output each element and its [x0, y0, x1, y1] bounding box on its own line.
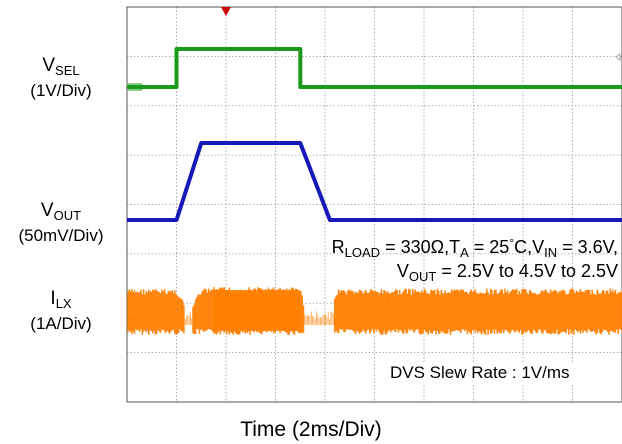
- ilx-trace: [127, 287, 622, 335]
- right-edge-marker: [615, 53, 621, 61]
- channel-label-ilx: ILX (1A/Div): [0, 289, 122, 334]
- vout-sub: OUT: [53, 208, 82, 223]
- vsel-scale: (1V/Div): [30, 81, 92, 100]
- vout-scale: (50mV/Div): [18, 226, 104, 245]
- ilx-name: I: [50, 288, 56, 309]
- vsel-trace: [127, 47, 622, 89]
- slew-rate-label: DVS Slew Rate : 1V/ms: [386, 362, 574, 384]
- plot-frame: [126, 6, 622, 403]
- vsel-sub: SEL: [55, 63, 80, 78]
- vout-trace: [127, 141, 622, 222]
- channel-label-vout: VOUT (50mV/Div): [0, 201, 122, 246]
- ilx-sub: LX: [55, 296, 72, 311]
- trigger-marker: [221, 7, 231, 16]
- scope-grid: [126, 6, 622, 403]
- ilx-scale: (1A/Div): [30, 314, 92, 333]
- vout-name: V: [40, 200, 54, 221]
- vsel-name: V: [42, 55, 56, 76]
- ilx-dense-band: [213, 290, 301, 331]
- traces: [127, 47, 622, 335]
- x-axis-label: Time (2ms/Div): [240, 418, 382, 441]
- test-condition-line1: RLOAD = 330Ω,TA = 25°C,VIN = 3.6V,: [331, 236, 618, 260]
- test-condition-line2: VOUT = 2.5V to 4.5V to 2.5V: [396, 261, 618, 284]
- channel-label-vsel: VSEL (1V/Div): [0, 56, 122, 101]
